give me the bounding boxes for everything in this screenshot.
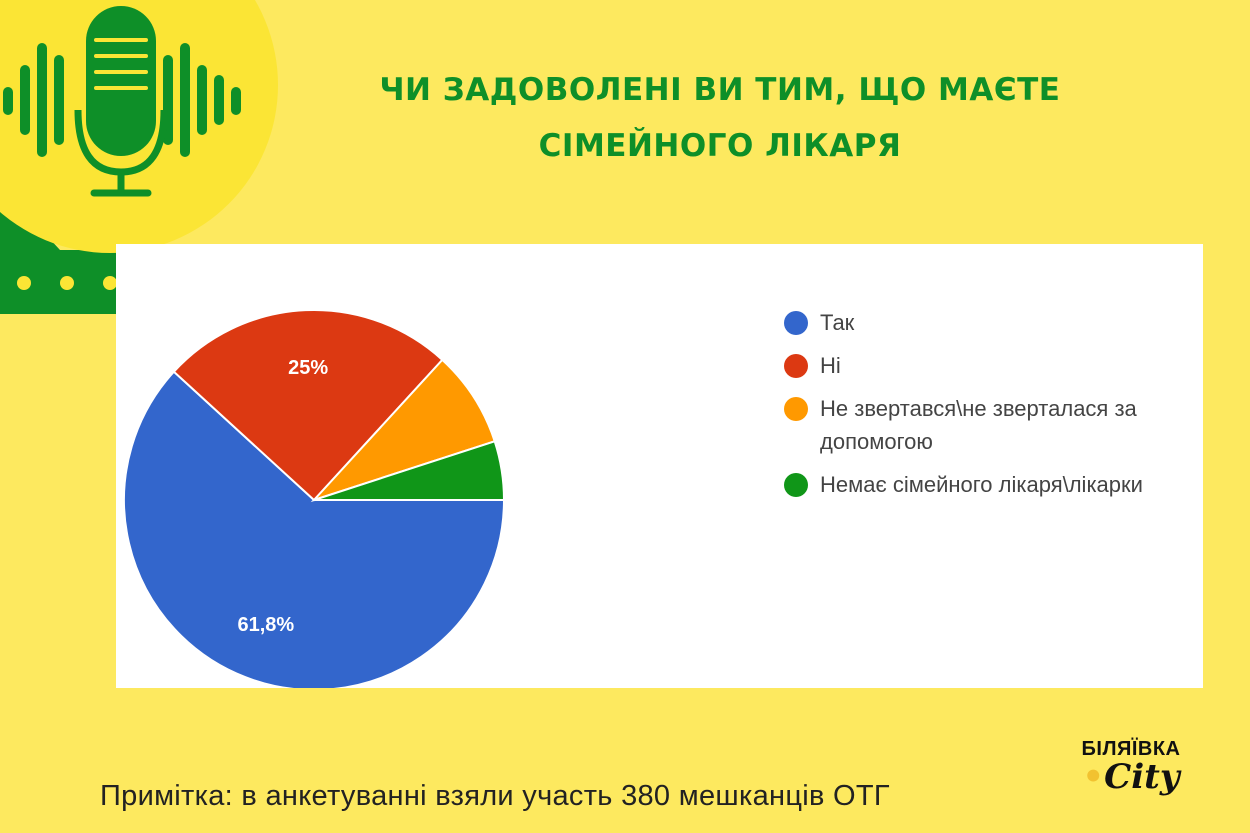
legend-label: Немає сімейного лікаря\лікарки — [820, 472, 1143, 497]
microphone-icon — [74, 6, 168, 197]
chart-card: 61,8% 25% Так Ні Не звертався\не звертала… — [116, 244, 1203, 688]
pie-slice-3 — [313, 440, 506, 501]
legend-item-tak: Так — [784, 310, 1194, 339]
logo-city: City — [1104, 757, 1180, 797]
chart-legend: Так Ні Не звертався\не зверталася за доп… — [784, 310, 1194, 515]
pie-data-label-1: 25% — [288, 357, 328, 379]
page-title: Чи задоволені ви тим, що маєте сімейного… — [330, 62, 1110, 174]
legend-label: Ні — [820, 353, 841, 378]
legend-swatch — [784, 397, 808, 421]
legend-item-ne-zvertavsia: Не звертався\не зверталася за допомогою — [784, 396, 1194, 458]
legend-label: Не звертався\не зверталася за допомогою — [820, 396, 1137, 454]
legend-swatch — [784, 311, 808, 335]
legend-item-ni: Ні — [784, 353, 1194, 382]
legend-swatch — [784, 473, 808, 497]
legend-swatch — [784, 354, 808, 378]
pie-slice-0 — [123, 370, 506, 688]
pie-chart: 61,8% 25% — [123, 309, 506, 688]
logo-dot: • — [1082, 757, 1105, 797]
logo-top-text: БІЛЯЇВКА — [1081, 738, 1181, 760]
logo-bottom-text: •City — [1076, 757, 1186, 797]
sound-wave-icon — [3, 43, 241, 157]
legend-label: Так — [820, 310, 855, 335]
brand-logo: БІЛЯЇВКА •City — [1076, 738, 1186, 797]
pie-data-label-0: 61,8% — [237, 614, 294, 636]
pie-slice-2 — [310, 358, 496, 503]
legend-item-nemaie-likaria: Немає сімейного лікаря\лікарки — [784, 472, 1194, 501]
title-line-1: Чи задоволені ви тим, що маєте — [379, 72, 1061, 108]
podcast-decoration — [0, 0, 278, 314]
footnote: Примітка: в анкетуванні взяли участь 380… — [100, 780, 890, 812]
title-line-2: сімейного лікаря — [538, 128, 902, 164]
pie-slice-1 — [172, 309, 444, 502]
